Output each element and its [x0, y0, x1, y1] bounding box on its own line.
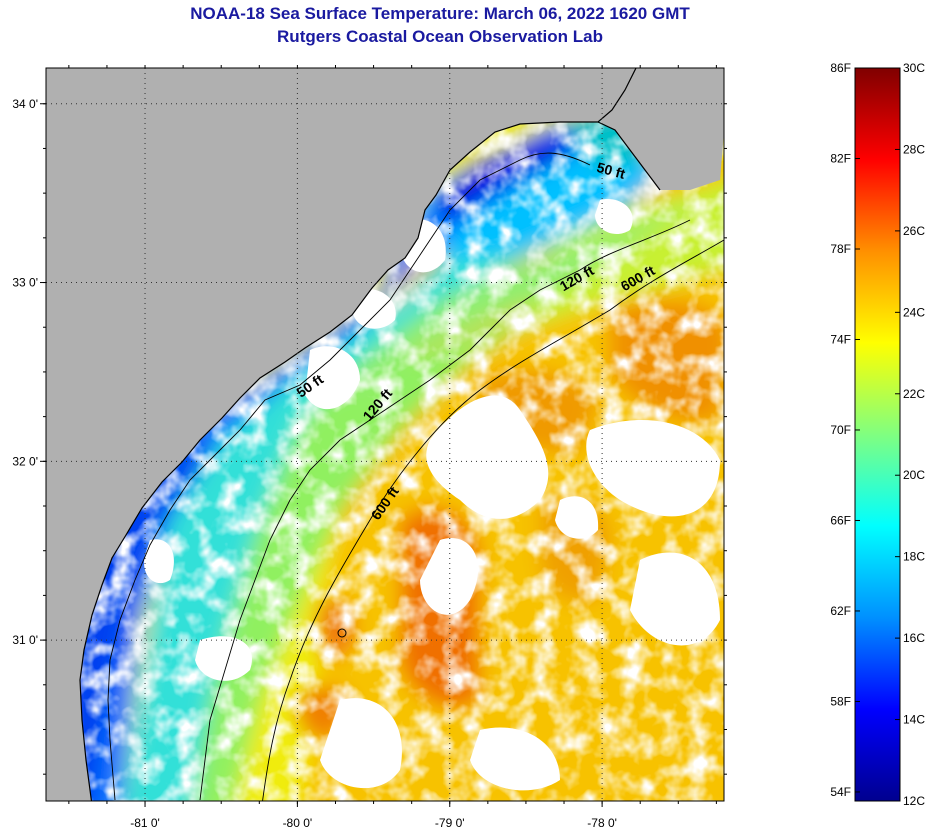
colorbar-f-label: 66F [830, 513, 851, 527]
colorbar-c-label: 20C [903, 468, 925, 482]
x-tick-label: -80 0' [283, 816, 313, 830]
colorbar-f-label: 78F [830, 242, 851, 256]
colorbar-f-label: 58F [830, 694, 851, 708]
chart-title: NOAA-18 Sea Surface Temperature: March 0… [190, 4, 690, 23]
y-tick-label: 31 0' [12, 633, 38, 647]
contour-600ft [262, 239, 724, 801]
contour-120ft [199, 219, 691, 801]
plot-frame [45, 67, 725, 802]
cape-fear-land [600, 68, 724, 190]
colorbar-c-label: 14C [903, 713, 925, 727]
colorbar-c-label: 18C [903, 550, 925, 564]
colorbar-c-label: 22C [903, 387, 925, 401]
cape-fear-coast [597, 121, 661, 191]
colorbar-f-label: 86F [830, 61, 851, 75]
x-tick-label: -81 0' [130, 816, 160, 830]
land-mask [46, 68, 638, 801]
y-tick-label: 34 0' [12, 97, 38, 111]
x-tick-label: -79 0' [435, 816, 465, 830]
y-tick-label: 33 0' [12, 276, 38, 290]
chart-subtitle: Rutgers Coastal Ocean Observation Lab [277, 27, 603, 46]
colorbar-c-label: 24C [903, 305, 925, 319]
colorbar-c-label: 30C [903, 61, 925, 75]
contour-label-0: 50 ft [595, 159, 627, 182]
colorbar-f-label: 62F [830, 604, 851, 618]
axis-ticks: -81 0' -80 0' -79 0' -78 0' 34 0' 33 0' 32 0' 3… [12, 65, 727, 830]
y-tick-label: 32 0' [12, 454, 38, 468]
colorbar-c-label: 16C [903, 631, 925, 645]
colorbar-f-label: 74F [830, 332, 851, 346]
colorbar-c-label: 26C [903, 224, 925, 238]
colorbar-f-label: 82F [830, 151, 851, 165]
colorbar-f-label: 54F [830, 785, 851, 799]
gridlines [46, 68, 724, 801]
colorbar-ticks: 30C 28C 26C 24C 22C 20C 18C 16C 14C 12C 86F 82F 78F 7… [830, 61, 925, 808]
colorbar-c-label: 12C [903, 794, 925, 808]
colorbar-c-label: 28C [903, 142, 925, 156]
contour-50ft [107, 152, 591, 801]
coastline [79, 68, 637, 801]
buoy-marker [337, 628, 347, 638]
colorbar-ramp [854, 67, 901, 802]
colorbar-f-label: 70F [830, 423, 851, 437]
x-tick-label: -78 0' [587, 816, 617, 830]
